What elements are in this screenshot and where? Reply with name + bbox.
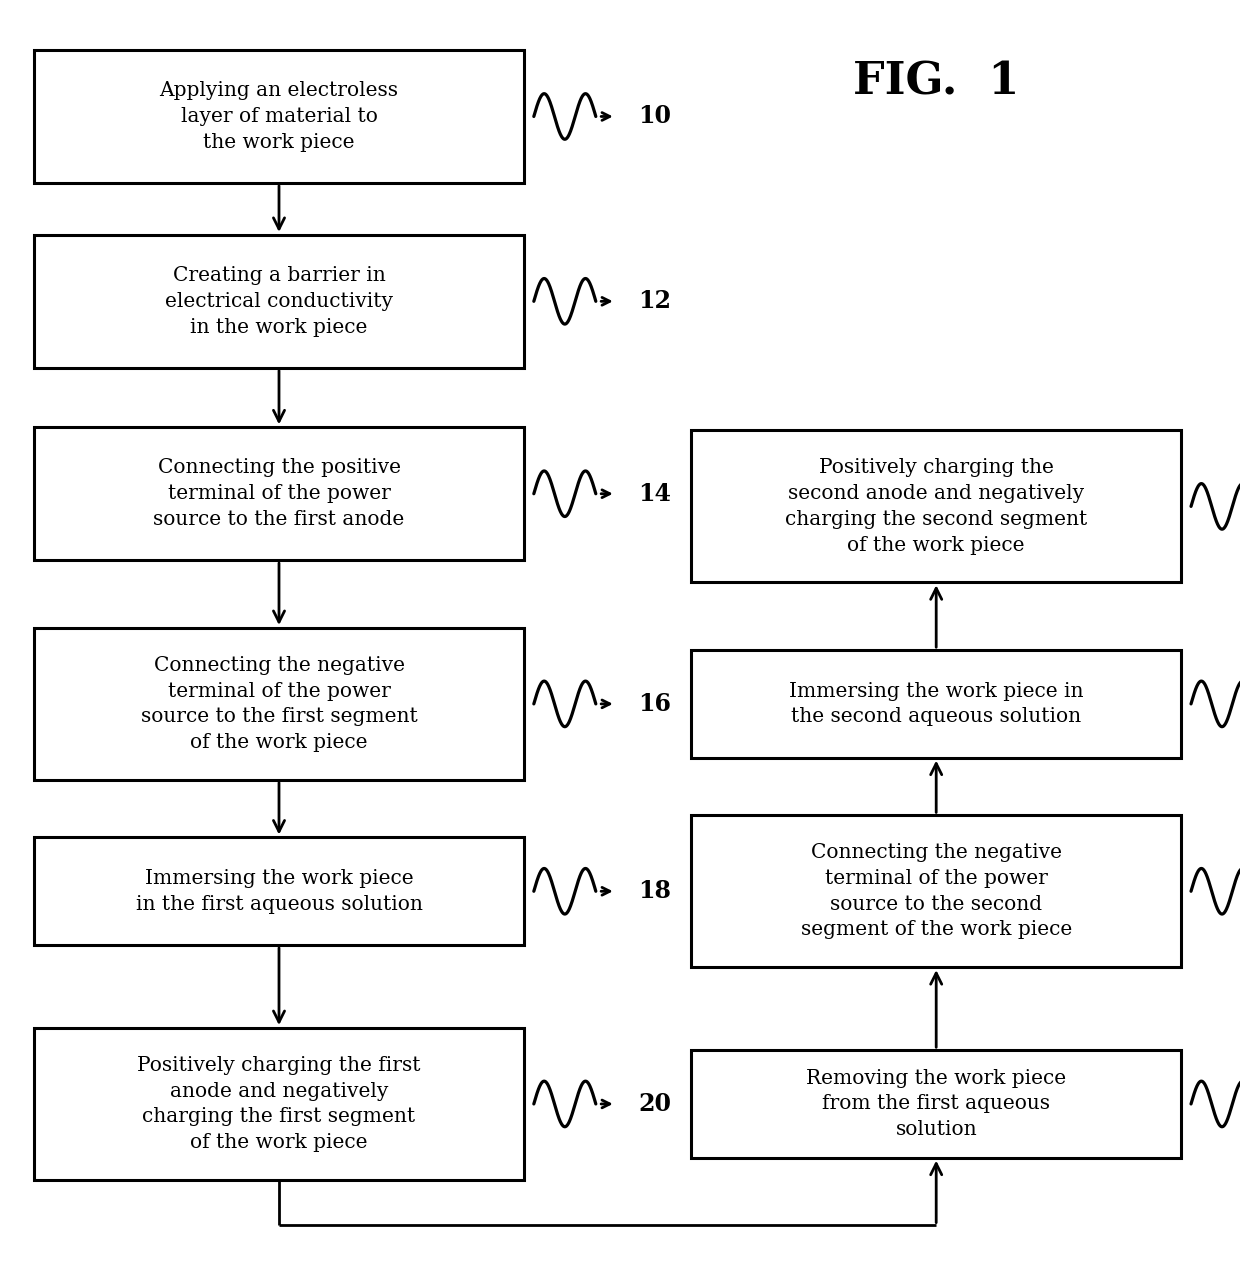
Text: 12: 12 xyxy=(637,290,671,313)
Text: Connecting the negative
terminal of the power
source to the second
segment of th: Connecting the negative terminal of the … xyxy=(801,843,1071,939)
Bar xyxy=(692,649,1180,757)
Text: FIG.  1: FIG. 1 xyxy=(853,61,1019,104)
Text: Removing the work piece
from the first aqueous
solution: Removing the work piece from the first a… xyxy=(806,1069,1066,1139)
Text: Immersing the work piece in
the second aqueous solution: Immersing the work piece in the second a… xyxy=(789,681,1084,727)
Bar xyxy=(692,815,1180,967)
Bar xyxy=(33,235,523,367)
Text: 20: 20 xyxy=(637,1093,671,1115)
Text: Positively charging the first
anode and negatively
charging the first segment
of: Positively charging the first anode and … xyxy=(138,1056,420,1152)
Text: 10: 10 xyxy=(637,105,671,128)
Text: Immersing the work piece
in the first aqueous solution: Immersing the work piece in the first aq… xyxy=(135,868,423,914)
Bar xyxy=(33,428,523,560)
Bar xyxy=(33,628,523,780)
Text: Applying an electroless
layer of material to
the work piece: Applying an electroless layer of materia… xyxy=(160,81,398,152)
Bar xyxy=(33,838,523,944)
Text: Connecting the positive
terminal of the power
source to the first anode: Connecting the positive terminal of the … xyxy=(154,458,404,529)
Bar xyxy=(692,1051,1180,1157)
Bar xyxy=(692,430,1180,582)
Text: Positively charging the
second anode and negatively
charging the second segment
: Positively charging the second anode and… xyxy=(785,458,1087,555)
Bar xyxy=(33,49,523,182)
Text: 16: 16 xyxy=(637,693,671,715)
Text: Creating a barrier in
electrical conductivity
in the work piece: Creating a barrier in electrical conduct… xyxy=(165,266,393,337)
Text: 14: 14 xyxy=(637,482,671,505)
Bar xyxy=(33,1028,523,1180)
Text: Connecting the negative
terminal of the power
source to the first segment
of the: Connecting the negative terminal of the … xyxy=(140,656,418,752)
Text: 18: 18 xyxy=(637,880,671,903)
